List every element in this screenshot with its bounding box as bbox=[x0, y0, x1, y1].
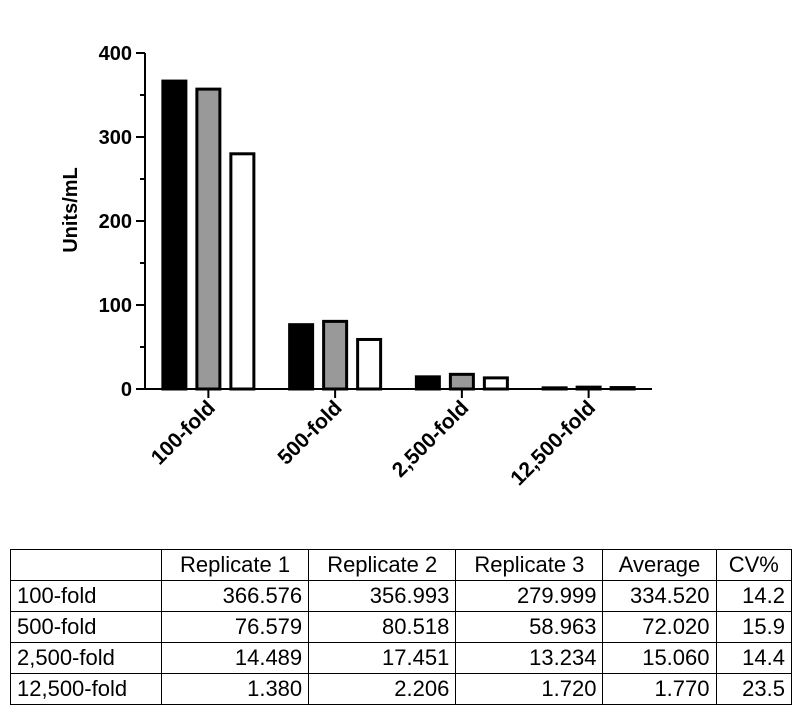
table-cell: 1.720 bbox=[455, 673, 604, 705]
table-cell: 334.520 bbox=[602, 580, 717, 612]
table-cell: 80.518 bbox=[308, 611, 457, 643]
table-row: 500-fold 76.579 80.518 58.963 72.020 15.… bbox=[10, 611, 792, 643]
y-axis-title: Units/mL bbox=[60, 167, 82, 253]
table-cell: 356.993 bbox=[308, 580, 457, 612]
y-tick-label: 0 bbox=[121, 379, 132, 401]
table-cell: 366.576 bbox=[160, 580, 310, 612]
y-tick-label: 400 bbox=[99, 43, 132, 65]
x-tick-label: 12,500-fold bbox=[506, 396, 600, 490]
x-tick-label: 500-fold bbox=[273, 396, 346, 469]
table-header-cell: Replicate 1 bbox=[160, 549, 310, 581]
table-header-cell: Replicate 2 bbox=[308, 549, 457, 581]
row-label: 500-fold bbox=[10, 611, 162, 643]
bar bbox=[575, 385, 602, 391]
table-header-cell bbox=[10, 549, 162, 581]
table-cell: 23.5 bbox=[715, 673, 792, 705]
row-label: 2,500-fold bbox=[10, 642, 162, 674]
table-cell: 17.451 bbox=[308, 642, 457, 674]
bar bbox=[541, 386, 568, 391]
y-tick-label: 200 bbox=[99, 211, 132, 233]
table-cell: 15.9 bbox=[715, 611, 792, 643]
bar bbox=[229, 152, 256, 391]
table-cell: 72.020 bbox=[602, 611, 717, 643]
bar bbox=[448, 372, 475, 391]
x-tick-label: 2,500-fold bbox=[388, 396, 474, 482]
table-cell: 14.2 bbox=[715, 580, 792, 612]
table-header-cell: Replicate 3 bbox=[455, 549, 604, 581]
bar bbox=[609, 386, 636, 391]
table-cell: 15.060 bbox=[602, 642, 717, 674]
table-cell: 14.4 bbox=[715, 642, 792, 674]
table-cell: 13.234 bbox=[455, 642, 604, 674]
table-cell: 279.999 bbox=[455, 580, 604, 612]
table-cell: 14.489 bbox=[160, 642, 310, 674]
y-tick-label: 300 bbox=[99, 127, 132, 149]
bar bbox=[322, 319, 349, 391]
table-cell: 58.963 bbox=[455, 611, 604, 643]
table-row: 12,500-fold 1.380 2.206 1.720 1.770 23.5 bbox=[10, 673, 792, 705]
x-axis: 100-fold 500-fold 2,500-fold 12,500-fold bbox=[145, 388, 652, 490]
bar bbox=[161, 79, 188, 391]
bar bbox=[482, 376, 509, 391]
table-row: 2,500-fold 14.489 17.451 13.234 15.060 1… bbox=[10, 642, 792, 674]
bar bbox=[195, 87, 222, 391]
bar-series bbox=[161, 79, 636, 391]
table-cell: 2.206 bbox=[308, 673, 457, 705]
bar bbox=[288, 323, 315, 391]
bar-chart: 0 100 200 300 400 100-fold 500-fold 2,500-fold… bbox=[60, 43, 652, 490]
y-tick-label: 100 bbox=[99, 295, 132, 317]
x-tick-label: 100-fold bbox=[147, 396, 220, 469]
bar bbox=[356, 337, 383, 391]
row-label: 100-fold bbox=[10, 580, 162, 612]
table-cell: 1.770 bbox=[602, 673, 717, 705]
table-cell: 1.380 bbox=[160, 673, 310, 705]
table-row: 100-fold 366.576 356.993 279.999 334.520… bbox=[10, 580, 792, 612]
table-header-cell: CV% bbox=[715, 549, 792, 581]
row-label: 12,500-fold bbox=[10, 673, 162, 705]
y-axis: 0 100 200 300 400 bbox=[99, 43, 146, 401]
table-cell: 76.579 bbox=[160, 611, 310, 643]
table-header-row: Replicate 1 Replicate 2 Replicate 3 Aver… bbox=[10, 549, 792, 581]
bar bbox=[414, 375, 441, 391]
table-header-cell: Average bbox=[602, 549, 717, 581]
replicates-table: Replicate 1 Replicate 2 Replicate 3 Aver… bbox=[10, 549, 792, 705]
